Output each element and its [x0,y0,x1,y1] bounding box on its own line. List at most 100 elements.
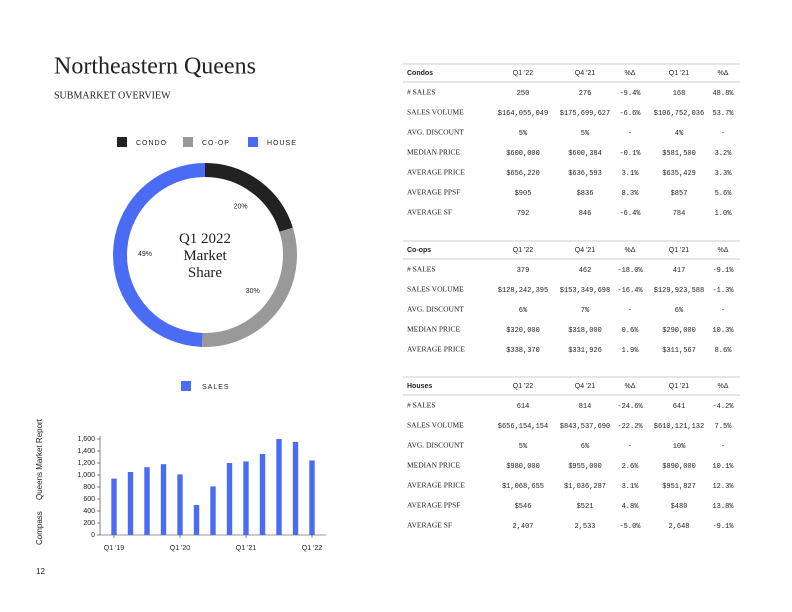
table-cell: -24.6% [617,403,643,411]
table-cell: 4.8% [622,503,640,511]
bar [309,460,315,535]
column-header: %Δ [718,70,729,77]
table-title: Condos [407,70,433,77]
table-cell: 417 [673,267,686,275]
legend-label: CO-OP [202,140,230,147]
table-cell: 2,533 [574,523,595,531]
table-cell: $338,370 [506,347,540,355]
table-cell: 10.3% [712,327,734,335]
bar [243,461,249,535]
table-cell: 5% [519,130,528,138]
column-header: Q1 '22 [513,70,534,77]
row-label: SALES VOLUME [407,285,464,294]
table-cell: $318,000 [568,327,602,335]
y-tick-label: 200 [83,520,95,527]
bar [259,454,266,535]
y-tick-label: 1,200 [77,460,95,467]
column-header: %Δ [718,247,729,254]
column-header: Q4 '21 [575,247,596,254]
y-tick-label: 1,400 [77,448,95,455]
table-cell: 4% [675,130,684,138]
donut-segment [204,163,293,233]
column-header: Q4 '21 [575,70,596,77]
table-cell: $175,699,627 [560,110,610,118]
table-cell: $980,000 [506,463,540,471]
table-cell: $843,537,690 [560,423,610,431]
table-cell: 7.5% [715,423,733,431]
legend-label: SALES [202,384,230,391]
table-cell: -9.1% [712,267,734,275]
table-title: Co-ops [407,247,431,254]
table-cell: -6.6% [619,110,641,118]
y-tick-label: 400 [83,508,95,515]
y-tick-label: 800 [83,484,95,491]
table-cell: 379 [517,267,530,275]
table-cell: $656,154,154 [498,423,548,431]
x-tick-label: Q1 '22 [302,545,323,552]
table-cell: $128,242,395 [498,287,548,295]
table-cell: -22.2% [617,423,643,431]
row-label: MEDIAN PRICE [407,148,461,157]
table-cell: 3.2% [715,150,733,158]
table-cell: 8.3% [622,190,640,198]
table-cell: $1,068,655 [502,483,544,491]
table-cell: - [628,130,632,138]
y-tick-label: 600 [83,496,95,503]
row-label: AVG. DISCOUNT [407,305,464,314]
table-cell: 846 [579,210,592,218]
bar [292,441,299,535]
bar [210,486,216,535]
table-cell: 784 [673,210,686,218]
table-cell: $521 [577,503,594,511]
legend-swatch [117,137,127,147]
column-header: %Δ [625,247,636,254]
table-cell: $480 [671,503,688,511]
table-cell: -5.0% [619,523,641,531]
table-cell: 53.7% [712,110,734,118]
row-label: # SALES [407,401,436,410]
table-cell: - [721,307,725,315]
table-cell: 10% [673,443,686,451]
table-cell: $600,000 [506,150,540,158]
table-cell: 641 [673,403,686,411]
column-header: %Δ [625,383,636,390]
column-header: %Δ [718,383,729,390]
column-header: %Δ [625,70,636,77]
donut-segment [113,163,206,347]
table-cell: 48.8% [712,90,734,98]
table-cell: $153,349,698 [560,287,610,295]
table-cell: $656,220 [506,170,540,178]
legend-swatch [183,137,193,147]
column-header: Q1 '22 [513,247,534,254]
legend-swatch [248,137,258,147]
table-cell: $905 [515,190,532,198]
table-cell: 6% [581,443,590,451]
table-cell: 5.6% [715,190,733,198]
table-cell: 3.3% [715,170,733,178]
table-cell: - [721,130,725,138]
bar [177,474,183,535]
table-cell: $951,827 [662,483,696,491]
table-cell: 3.1% [622,170,640,178]
row-label: AVG. DISCOUNT [407,441,464,450]
table-cell: $635,429 [662,170,696,178]
legend-swatch [181,381,191,391]
bar [160,464,167,535]
sidebar-brand: Compass [35,511,44,545]
table-cell: 13.8% [712,503,734,511]
row-label: MEDIAN PRICE [407,461,461,470]
bar [111,478,117,535]
legend-label: HOUSE [267,140,297,147]
table-title: Houses [407,383,432,390]
donut-label: 49% [138,251,152,258]
table-cell: -9.1% [712,523,734,531]
table-cell: 614 [517,403,530,411]
table-cell: 6% [519,307,528,315]
table-cell: 2,648 [668,523,689,531]
table-cell: 250 [517,90,530,98]
bar [144,467,150,535]
table-cell: $331,926 [568,347,602,355]
table-cell: $290,000 [662,327,696,335]
row-label: MEDIAN PRICE [407,325,461,334]
y-tick-label: 0 [91,532,95,539]
